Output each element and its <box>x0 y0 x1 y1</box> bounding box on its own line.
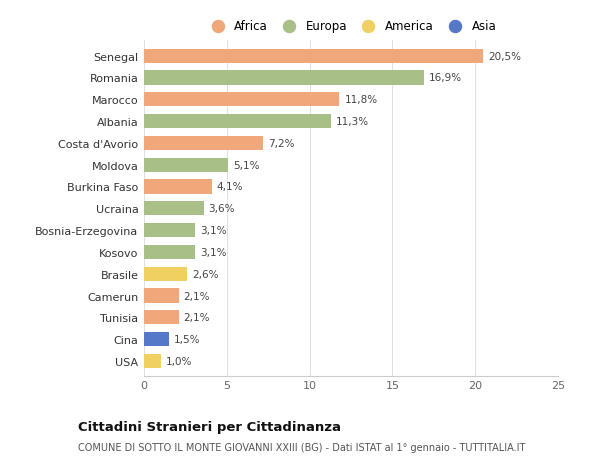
Text: 5,1%: 5,1% <box>233 160 260 170</box>
Bar <box>144 93 340 107</box>
Bar <box>144 311 179 325</box>
Bar <box>144 224 196 238</box>
Text: 2,1%: 2,1% <box>184 313 210 323</box>
Text: 2,6%: 2,6% <box>192 269 218 279</box>
Bar <box>144 115 331 129</box>
Bar <box>144 289 179 303</box>
Bar <box>144 71 424 85</box>
Bar <box>144 202 203 216</box>
Text: 1,0%: 1,0% <box>166 356 192 366</box>
Text: 1,5%: 1,5% <box>174 335 200 344</box>
Text: 20,5%: 20,5% <box>488 51 521 62</box>
Text: 3,1%: 3,1% <box>200 247 227 257</box>
Text: COMUNE DI SOTTO IL MONTE GIOVANNI XXIII (BG) - Dati ISTAT al 1° gennaio - TUTTIT: COMUNE DI SOTTO IL MONTE GIOVANNI XXIII … <box>78 442 526 452</box>
Text: 4,1%: 4,1% <box>217 182 244 192</box>
Bar <box>144 50 484 64</box>
Bar <box>144 136 263 151</box>
Bar <box>144 158 229 173</box>
Text: 11,3%: 11,3% <box>336 117 369 127</box>
Text: Cittadini Stranieri per Cittadinanza: Cittadini Stranieri per Cittadinanza <box>78 420 341 433</box>
Bar <box>144 354 161 368</box>
Bar <box>144 180 212 194</box>
Text: 16,9%: 16,9% <box>429 73 462 83</box>
Text: 3,6%: 3,6% <box>209 204 235 214</box>
Text: 3,1%: 3,1% <box>200 226 227 235</box>
Bar <box>144 332 169 347</box>
Bar <box>144 267 187 281</box>
Text: 2,1%: 2,1% <box>184 291 210 301</box>
Legend: Africa, Europa, America, Asia: Africa, Europa, America, Asia <box>206 20 496 34</box>
Text: 7,2%: 7,2% <box>268 139 295 149</box>
Text: 11,8%: 11,8% <box>344 95 377 105</box>
Bar <box>144 245 196 259</box>
